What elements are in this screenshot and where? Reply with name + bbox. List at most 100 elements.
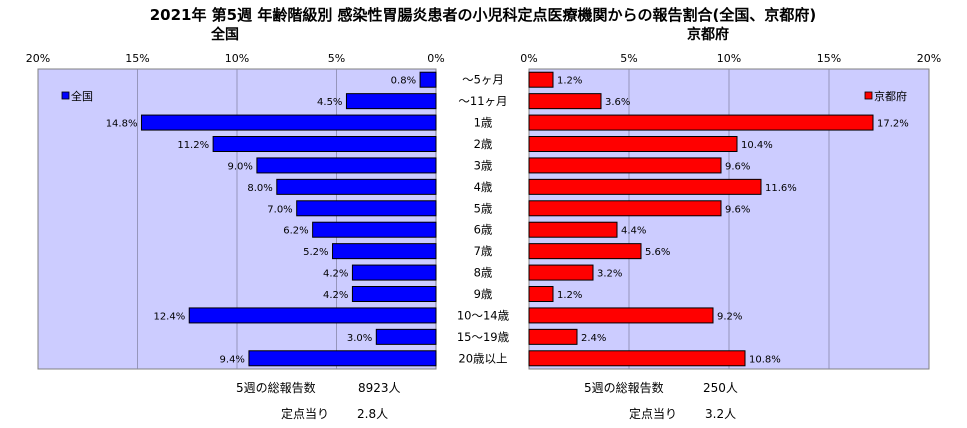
national-tick-label: 5% <box>328 52 345 65</box>
national-bar <box>140 114 437 131</box>
category-label: 10～14歳 <box>457 308 510 322</box>
national-tick-label: 15% <box>125 52 149 65</box>
national-bar <box>212 136 437 152</box>
national-tick-label: 20% <box>26 52 50 65</box>
national-data-label: 7.0% <box>267 204 292 215</box>
category-label: ～5ヶ月 <box>462 73 504 87</box>
category-label: 4歳 <box>474 180 493 194</box>
kyoto-total-value: 250人 <box>703 381 738 395</box>
kyoto-bar <box>528 157 722 174</box>
category-label: ～11ヶ月 <box>458 94 507 108</box>
kyoto-data-label: 1.2% <box>557 76 582 87</box>
national-per-site-value: 2.8人 <box>357 407 388 421</box>
kyoto-tick-label: 15% <box>817 52 841 65</box>
kyoto-data-label: 9.2% <box>717 311 742 322</box>
kyoto-bar <box>528 200 722 217</box>
national-panel-title: 全国 <box>210 26 239 43</box>
national-data-label: 4.2% <box>323 290 348 301</box>
category-label: 6歳 <box>474 223 493 237</box>
kyoto-data-label: 4.4% <box>621 226 646 237</box>
national-bar <box>351 264 437 281</box>
national-per-site-label: 定点当り <box>281 406 329 421</box>
kyoto-data-label: 11.6% <box>765 183 797 194</box>
kyoto-data-label: 10.4% <box>741 140 773 151</box>
national-legend-label: 全国 <box>71 89 93 103</box>
national-data-label: 4.2% <box>323 269 348 280</box>
national-bar <box>375 328 437 345</box>
kyoto-data-label: 9.6% <box>725 161 750 172</box>
kyoto-data-label: 17.2% <box>877 119 909 130</box>
national-tick-label: 10% <box>225 52 249 65</box>
national-tick-label: 0% <box>427 52 444 65</box>
footer: 5週の総報告数 8923人 定点当り 2.8人 5週の総報告数 250人 定点当… <box>236 380 738 421</box>
kyoto-panel: 0% 5% 10% 15% 20% 1.2% 3.6% 17.2% 10.4% 9.6% 11.6%… <box>520 52 941 370</box>
category-label: 5歳 <box>474 201 493 215</box>
national-bar <box>351 286 437 302</box>
kyoto-data-label: 3.2% <box>597 269 622 280</box>
national-total-value: 8923人 <box>358 381 401 395</box>
national-data-label: 0.8% <box>391 76 416 87</box>
kyoto-panel-title: 京都府 <box>687 26 729 43</box>
national-panel: 0% 5% 10% 15% 20% 0.8% 4.5% 14.8% 11.2% 9.0% 8.0% 7… <box>26 52 445 370</box>
category-label: 7歳 <box>474 244 493 258</box>
kyoto-legend-swatch <box>864 91 873 100</box>
kyoto-bar <box>528 307 714 324</box>
national-data-label: 9.0% <box>227 161 252 172</box>
category-label: 9歳 <box>474 287 493 301</box>
kyoto-legend-label: 京都府 <box>874 89 907 103</box>
national-data-label: 6.2% <box>283 226 308 237</box>
category-label: 3歳 <box>474 158 493 172</box>
national-bar <box>296 200 437 217</box>
kyoto-data-label: 1.2% <box>557 290 582 301</box>
national-data-label: 3.0% <box>347 333 372 344</box>
kyoto-bar <box>528 286 554 302</box>
national-bar <box>256 157 437 174</box>
national-bar <box>345 93 437 110</box>
kyoto-bar <box>528 114 874 131</box>
kyoto-data-label: 2.4% <box>581 333 606 344</box>
kyoto-data-label: 9.6% <box>725 204 750 215</box>
kyoto-bar <box>528 328 578 345</box>
kyoto-data-label: 10.8% <box>749 354 781 365</box>
kyoto-bar <box>528 136 738 152</box>
national-data-label: 12.4% <box>153 311 185 322</box>
kyoto-bar <box>528 221 618 238</box>
kyoto-data-label: 3.6% <box>605 97 630 108</box>
national-bar <box>188 307 437 324</box>
national-data-label: 8.0% <box>247 183 272 194</box>
chart-title: 2021年 第5週 年齢階級別 感染性胃腸炎患者の小児科定点医療機関からの報告割… <box>150 6 817 24</box>
national-data-label: 11.2% <box>177 140 209 151</box>
kyoto-total-label: 5週の総報告数 <box>584 380 664 395</box>
national-data-label: 5.2% <box>303 247 328 258</box>
kyoto-data-label: 5.6% <box>645 247 670 258</box>
national-bar <box>276 178 437 195</box>
kyoto-bar <box>528 178 762 195</box>
national-bar <box>248 350 437 367</box>
kyoto-tick-label: 20% <box>917 52 941 65</box>
kyoto-tick-label: 0% <box>520 52 537 65</box>
national-data-label: 14.8% <box>106 119 138 130</box>
national-data-label: 9.4% <box>220 354 245 365</box>
national-legend-swatch <box>61 91 70 100</box>
kyoto-per-site-value: 3.2人 <box>705 407 736 421</box>
kyoto-bar <box>528 71 554 88</box>
kyoto-bar <box>528 93 602 110</box>
national-bar <box>419 71 437 88</box>
category-label: 20歳以上 <box>458 351 507 365</box>
kyoto-bar <box>528 243 642 260</box>
category-label: 1歳 <box>474 116 493 130</box>
kyoto-per-site-label: 定点当り <box>629 406 677 421</box>
national-data-label: 4.5% <box>317 97 342 108</box>
national-bar <box>332 243 437 260</box>
kyoto-tick-label: 5% <box>620 52 637 65</box>
national-bar <box>312 221 437 238</box>
kyoto-tick-label: 10% <box>717 52 741 65</box>
category-label: 8歳 <box>474 266 493 280</box>
category-label: 15～19歳 <box>457 330 510 344</box>
category-label: 2歳 <box>474 137 493 151</box>
kyoto-bar <box>528 350 746 367</box>
category-labels: ～5ヶ月 ～11ヶ月 1歳 2歳 3歳 4歳 5歳 6歳 7歳 8歳 9歳 10～14歳 15～19歳 2… <box>457 73 510 366</box>
national-total-label: 5週の総報告数 <box>236 380 316 395</box>
